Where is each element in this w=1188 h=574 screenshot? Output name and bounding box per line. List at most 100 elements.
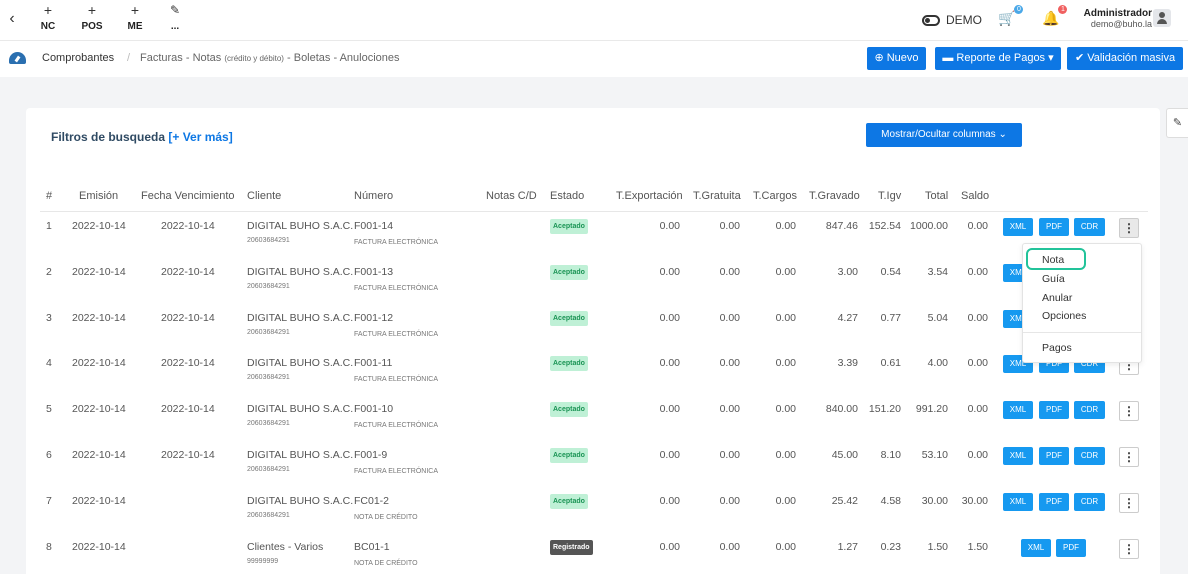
cell-gravado: 4.27	[837, 312, 858, 324]
menu-item-nota[interactable]: Nota	[1042, 254, 1065, 266]
toggle-columns-button[interactable]: Mostrar/Ocultar columnas ⌄	[866, 123, 1022, 147]
col-header-total: Total	[925, 190, 949, 202]
payments-report-button[interactable]: ▬ Reporte de Pagos ▾	[935, 47, 1061, 70]
col-header-cliente: Cliente	[247, 190, 282, 202]
quick-action-more[interactable]: ✎ ...	[155, 3, 195, 37]
xml-button[interactable]: XML	[1003, 447, 1033, 465]
kebab-icon: ⋮	[1123, 450, 1135, 464]
status-badge: Aceptado	[550, 402, 588, 417]
row-action-menu: Nota Guía Anular Opciones Pagos	[1022, 243, 1142, 363]
quick-action-nc[interactable]: + NC	[28, 3, 68, 37]
bulk-validation-button[interactable]: ✔ Validación masiva	[1067, 47, 1183, 70]
cell-igv: 0.77	[880, 312, 901, 324]
cell-saldo: 0.00	[967, 266, 988, 278]
status-badge: Aceptado	[550, 265, 588, 280]
cell-cliente: DIGITAL BUHO S.A.C.	[247, 495, 354, 507]
xml-button[interactable]: XML	[1003, 218, 1033, 236]
payments-report-label: Reporte de Pagos	[956, 52, 1046, 64]
cell-cargos: 0.00	[775, 357, 796, 369]
col-header-gratuita: T.Gratuita	[693, 190, 741, 202]
cell-exportacion: 0.00	[659, 541, 680, 553]
status-badge: Aceptado	[550, 356, 588, 371]
cell-cargos: 0.00	[775, 541, 796, 553]
cell-exportacion: 0.00	[659, 403, 680, 415]
side-pencil-tab[interactable]: ✎	[1166, 108, 1188, 138]
pdf-button[interactable]: PDF	[1039, 218, 1069, 236]
caret-down-icon: ▾	[1048, 52, 1054, 64]
show-more-link[interactable]: [+ Ver más]	[168, 130, 233, 144]
row-actions-button[interactable]: ⋮	[1119, 447, 1139, 467]
cdr-button[interactable]: CDR	[1074, 218, 1105, 236]
xml-button[interactable]: XML	[1003, 493, 1033, 511]
row-actions-button[interactable]: ⋮	[1119, 401, 1139, 421]
cell-gravado: 45.00	[831, 449, 858, 461]
row-actions-button[interactable]: ⋮	[1119, 493, 1139, 513]
demo-toggle[interactable]: DEMO	[922, 12, 982, 28]
xml-button[interactable]: XML	[1021, 539, 1051, 557]
cell-doc-type: NOTA DE CRÉDITO	[354, 514, 418, 521]
cell-ruc: 20603684291	[247, 237, 290, 244]
cell-cliente: Clientes - Varios	[247, 541, 324, 553]
user-menu[interactable]: Administrador demo@buho.la	[1072, 8, 1152, 29]
cell-doc-type: FACTURA ELECTRÓNICA	[354, 376, 439, 383]
chevron-down-icon: ⌄	[998, 129, 1007, 140]
check-icon: ✔	[1074, 52, 1085, 64]
quick-action-label: POS	[81, 21, 103, 32]
breadcrumb-root[interactable]: Comprobantes	[42, 52, 115, 64]
cell-numero: F001-9	[354, 449, 388, 461]
breadcrumb-separator: /	[127, 52, 131, 64]
cell-cliente: DIGITAL BUHO S.A.C.	[247, 266, 354, 278]
kebab-icon: ⋮	[1123, 221, 1135, 235]
pdf-button[interactable]: PDF	[1039, 401, 1069, 419]
highlight-ring	[1026, 248, 1086, 270]
new-button[interactable]: ⊕ Nuevo	[867, 47, 926, 70]
cdr-button[interactable]: CDR	[1074, 401, 1105, 419]
row-index: 5	[46, 403, 52, 415]
menu-item-anular[interactable]: Anular	[1042, 292, 1073, 304]
row-index: 6	[46, 449, 52, 461]
back-chevron-icon[interactable]: ‹	[9, 10, 15, 27]
cell-igv: 0.61	[880, 357, 901, 369]
menu-item-opciones[interactable]: Opciones	[1042, 310, 1087, 322]
row-actions-button[interactable]: ⋮	[1119, 218, 1139, 238]
cell-gravado: 840.00	[825, 403, 858, 415]
plus-icon: +	[87, 2, 97, 18]
row-index: 2	[46, 266, 52, 278]
cell-emision: 2022-10-14	[72, 495, 126, 507]
pdf-button[interactable]: PDF	[1039, 493, 1069, 511]
cell-ruc: 20603684291	[247, 512, 290, 519]
quick-action-label: ME	[127, 21, 143, 32]
cell-saldo: 30.00	[961, 495, 988, 507]
dashboard-gauge-icon	[9, 52, 26, 64]
cell-total: 1.50	[927, 541, 948, 553]
xml-button[interactable]: XML	[1003, 401, 1033, 419]
cart-button[interactable]: 🛒 0	[998, 5, 1024, 27]
bell-icon: 🔔	[1042, 10, 1060, 26]
kebab-icon: ⋮	[1123, 496, 1135, 510]
cell-igv: 151.20	[868, 403, 901, 415]
cdr-button[interactable]: CDR	[1074, 447, 1105, 465]
cell-igv: 152.54	[868, 220, 901, 232]
cell-saldo: 0.00	[967, 449, 988, 461]
row-actions-button[interactable]: ⋮	[1119, 539, 1139, 559]
cdr-button[interactable]: CDR	[1074, 493, 1105, 511]
col-header-vencimiento: Fecha Vencimiento	[141, 190, 235, 202]
cell-exportacion: 0.00	[659, 220, 680, 232]
cell-gravado: 847.46	[825, 220, 858, 232]
menu-item-pagos[interactable]: Pagos	[1042, 342, 1072, 354]
quick-action-pos[interactable]: + POS	[72, 3, 112, 37]
col-header-exportacion: T.Exportación	[616, 190, 683, 202]
cell-numero: F001-12	[354, 312, 394, 324]
cell-emision: 2022-10-14	[72, 449, 126, 461]
cell-gravado: 3.00	[837, 266, 858, 278]
cell-cargos: 0.00	[775, 449, 796, 461]
avatar-icon[interactable]	[1153, 9, 1171, 27]
notifications-button[interactable]: 🔔 1	[1042, 5, 1068, 27]
menu-item-guia[interactable]: Guía	[1042, 273, 1065, 285]
cell-gravado: 3.39	[837, 357, 858, 369]
cell-ruc: 20603684291	[247, 420, 290, 427]
pdf-button[interactable]: PDF	[1056, 539, 1086, 557]
pdf-button[interactable]: PDF	[1039, 447, 1069, 465]
cell-cliente: DIGITAL BUHO S.A.C.	[247, 449, 354, 461]
quick-action-me[interactable]: + ME	[115, 3, 155, 37]
